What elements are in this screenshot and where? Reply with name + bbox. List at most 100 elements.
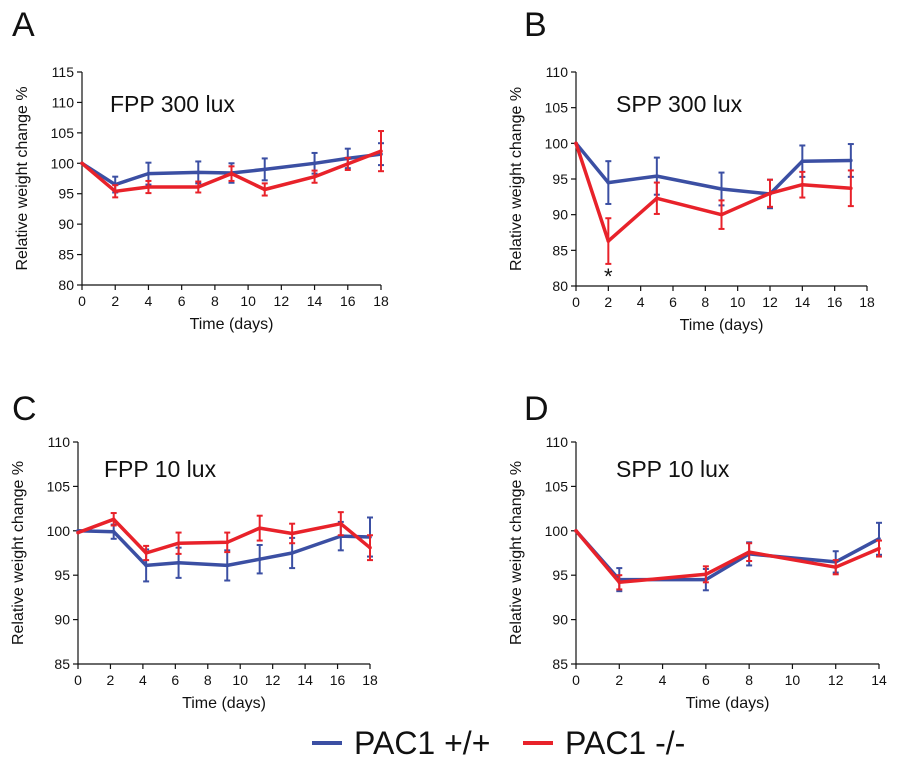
x-tick-label: 4 — [145, 293, 153, 309]
y-tick-label: 115 — [52, 64, 75, 80]
data-point — [176, 560, 181, 565]
data-point — [800, 159, 805, 163]
x-tick-label: 10 — [785, 672, 801, 688]
y-tick-label: 90 — [54, 612, 70, 628]
series-ko — [76, 511, 373, 562]
data-point — [617, 580, 622, 585]
x-tick-label: 18 — [362, 672, 378, 688]
data-point — [196, 170, 201, 175]
x-tick-label: 12 — [762, 294, 778, 310]
data-point — [655, 174, 659, 178]
data-point — [833, 565, 838, 570]
y-tick-label: 80 — [552, 278, 568, 294]
x-tick-label: 6 — [171, 672, 179, 688]
data-point — [225, 540, 230, 545]
data-point — [747, 550, 751, 554]
data-point — [111, 517, 116, 522]
x-axis-label: Time (days) — [190, 316, 274, 333]
x-tick-label: 8 — [745, 672, 753, 688]
x-tick-label: 8 — [204, 672, 212, 688]
series-ko — [574, 529, 882, 591]
x-tick-label: 16 — [827, 294, 843, 310]
y-axis-label: Relative weight change % — [508, 87, 525, 271]
legend-swatch-ko — [523, 741, 553, 745]
data-point — [257, 526, 262, 530]
series-ko — [574, 141, 854, 265]
y-tick-label: 110 — [48, 434, 71, 450]
y-tick-label: 85 — [54, 656, 70, 672]
x-tick-label: 18 — [859, 294, 875, 310]
legend-label-ko: PAC1 -/- — [565, 724, 686, 761]
data-point — [290, 531, 294, 536]
y-tick-label: 100 — [51, 155, 75, 171]
data-point — [290, 551, 294, 555]
chart-panel-a: 80 85 90 95 100 105 110 115 0 2 4 6 8 10 12 14 16 18 Time … — [14, 64, 389, 333]
chart-panel-b: 80 85 90 95 100 105 110 0 2 4 6 8 10 12 14 16 18 Time (da… — [508, 64, 875, 334]
x-tick-label: 14 — [871, 672, 887, 688]
data-point — [262, 167, 267, 172]
chart-title: FPP 10 lux — [104, 456, 217, 482]
data-point — [574, 529, 578, 533]
y-tick-label: 105 — [545, 478, 569, 494]
data-point — [113, 189, 118, 194]
data-point — [262, 187, 267, 192]
y-tick-label: 95 — [58, 186, 74, 202]
y-axis-label: Relative weight change % — [10, 461, 27, 645]
x-tick-label: 16 — [330, 672, 346, 688]
x-tick-label: 6 — [178, 293, 186, 309]
x-tick-label: 0 — [572, 672, 580, 688]
chart-title: SPP 10 lux — [616, 456, 730, 482]
data-point — [312, 174, 317, 179]
x-tick-label: 18 — [373, 293, 389, 309]
data-point — [225, 563, 230, 568]
panel-letter-a: A — [12, 6, 35, 44]
y-tick-label: 100 — [545, 135, 569, 151]
data-point — [345, 162, 350, 166]
x-tick-label: 6 — [669, 294, 677, 310]
x-tick-label: 2 — [615, 672, 623, 688]
data-point — [719, 212, 724, 217]
data-point — [379, 149, 383, 153]
data-point — [606, 239, 611, 243]
x-tick-label: 0 — [78, 293, 86, 309]
data-point — [76, 530, 80, 535]
data-point — [704, 572, 708, 577]
data-point — [606, 180, 611, 185]
x-tick-label: 0 — [572, 294, 580, 310]
data-point — [144, 551, 148, 555]
y-tick-label: 95 — [54, 567, 70, 583]
x-tick-label: 12 — [274, 293, 290, 309]
y-tick-label: 95 — [552, 171, 568, 187]
data-point — [800, 182, 805, 187]
x-tick-label: 8 — [701, 294, 709, 310]
x-tick-label: 10 — [730, 294, 746, 310]
legend-swatch-wt — [312, 741, 342, 745]
x-tick-label: 6 — [702, 672, 710, 688]
data-point — [339, 521, 343, 526]
x-tick-label: 10 — [232, 672, 248, 688]
x-tick-label: 12 — [828, 672, 844, 688]
data-point — [768, 191, 772, 196]
y-axis-label: Relative weight change % — [14, 86, 31, 270]
x-tick-label: 4 — [637, 294, 645, 310]
data-point — [849, 186, 853, 191]
x-tick-label: 8 — [211, 293, 219, 309]
x-tick-label: 14 — [795, 294, 811, 310]
data-point — [849, 158, 853, 163]
data-point — [877, 546, 881, 551]
y-axis-label: Relative weight change % — [508, 461, 525, 645]
chart-title: FPP 300 lux — [110, 91, 235, 117]
x-axis-label: Time (days) — [686, 695, 770, 712]
legend-item-wt: PAC1 +/+ — [312, 718, 490, 768]
y-tick-label: 80 — [58, 277, 74, 293]
legend-item-ko: PAC1 -/- — [523, 718, 685, 768]
x-tick-label: 2 — [107, 672, 115, 688]
significance-marker: * — [604, 264, 613, 289]
y-tick-label: 85 — [58, 247, 74, 263]
x-tick-label: 4 — [659, 672, 667, 688]
series-ko — [80, 130, 384, 199]
y-tick-label: 105 — [51, 125, 75, 141]
y-tick-label: 85 — [552, 656, 568, 672]
x-tick-label: 10 — [240, 293, 256, 309]
